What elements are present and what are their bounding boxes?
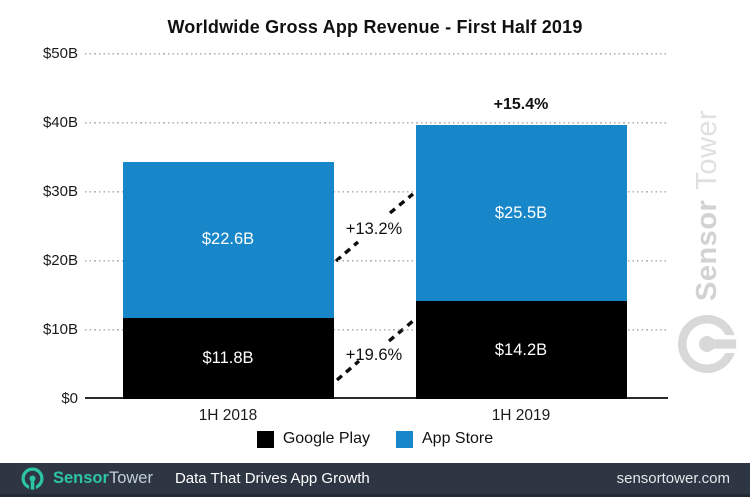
y-tick-label: $10B: [42, 321, 78, 338]
y-tick-label: $0: [61, 390, 78, 407]
gridline: [85, 53, 668, 55]
watermark: Sensor Tower: [670, 77, 744, 377]
watermark-brand-tower: Tower: [690, 109, 723, 190]
growth-annotation-googleplay-label: +19.6%: [345, 346, 403, 364]
legend-item-app-store: App Store: [396, 430, 493, 448]
legend-swatch-google-play: [256, 430, 274, 448]
bar-segment: $14.2B: [415, 301, 627, 399]
sensortower-logo-icon: [677, 314, 740, 374]
bar-value-label: $22.6B: [201, 230, 255, 249]
x-category-label: 1H 2019: [491, 407, 551, 424]
bar-segment: $22.6B: [122, 161, 334, 318]
x-axis-line: [85, 397, 668, 399]
y-tick-label: $20B: [42, 252, 78, 269]
bar-value-label: $14.2B: [494, 340, 548, 359]
gridline: [85, 191, 668, 193]
legend-item-google-play: Google Play: [256, 430, 370, 448]
legend-label: Google Play: [282, 430, 370, 447]
gridline: [85, 329, 668, 331]
dashed-arrow-segment: [387, 319, 415, 343]
bar-segment: $25.5B: [415, 125, 627, 301]
watermark-brand-sensor: Sensor: [690, 199, 723, 301]
y-tick-label: $50B: [42, 45, 78, 62]
total-growth-label: +15.4%: [493, 96, 549, 113]
bar-segment: $11.8B: [122, 317, 334, 399]
footer-brand-tower: Tower: [108, 469, 153, 487]
legend: Google Play App Store: [0, 430, 750, 448]
footer-brand: SensorTower: [0, 466, 153, 491]
dashed-arrow-segment: [388, 192, 415, 215]
footer-tagline: Data That Drives App Growth: [174, 470, 370, 487]
legend-label: App Store: [422, 430, 494, 447]
bar-value-label: $25.5B: [494, 203, 548, 222]
footer-url: sensortower.com: [616, 470, 730, 487]
footer: SensorTower Data That Drives App Growth …: [0, 463, 750, 497]
x-category-label: 1H 2018: [198, 407, 258, 424]
gridline: [85, 122, 668, 124]
growth-annotation-appstore-label: +13.2%: [345, 220, 403, 238]
bar-value-label: $11.8B: [202, 348, 254, 367]
dashed-arrow-segment: [334, 240, 360, 263]
footer-logo-icon: [21, 467, 44, 491]
gridline: [85, 260, 668, 262]
legend-swatch-app-store: [396, 430, 413, 448]
y-tick-label: $30B: [42, 183, 78, 200]
y-tick-label: $40B: [42, 114, 78, 131]
footer-brand-sensor: Sensor: [53, 469, 109, 487]
page-title: Worldwide Gross App Revenue - First Half…: [167, 17, 583, 37]
